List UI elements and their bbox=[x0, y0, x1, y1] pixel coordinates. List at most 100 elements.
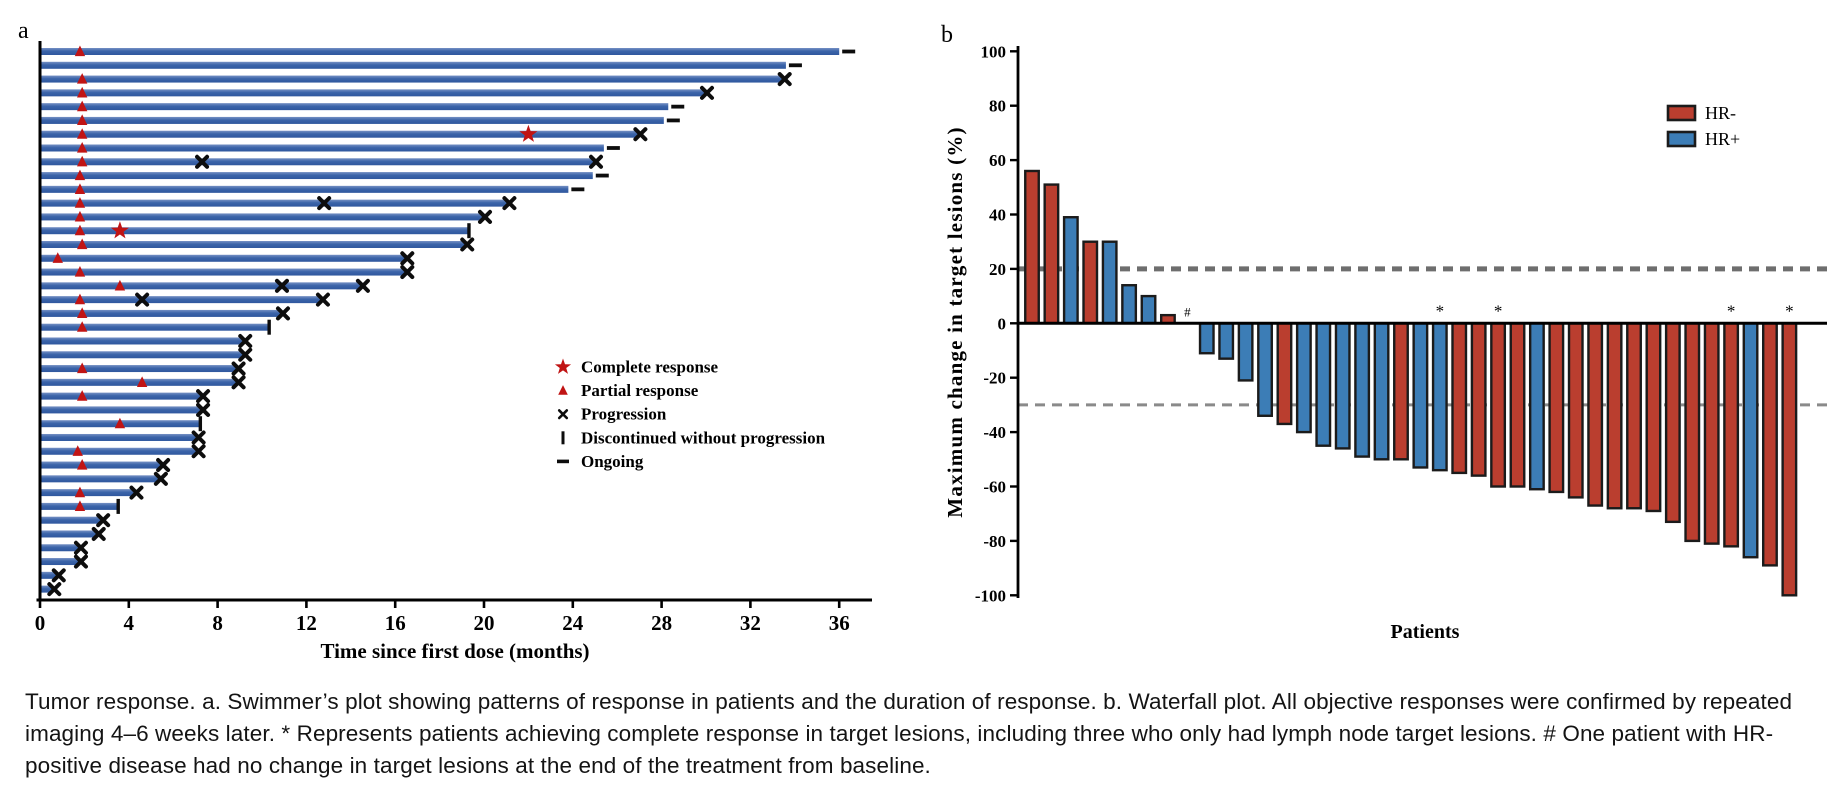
waterfall-bar bbox=[1626, 322, 1642, 510]
ongoing-marker bbox=[595, 173, 609, 178]
complete-response-annotation: * bbox=[1436, 301, 1445, 320]
partial-response-marker bbox=[76, 100, 88, 112]
partial-response-marker bbox=[76, 362, 88, 374]
y-tick-label: 60 bbox=[989, 151, 1006, 170]
partial-response-marker bbox=[76, 238, 88, 250]
waterfall-bar bbox=[1509, 322, 1526, 488]
swimmer-bar bbox=[40, 309, 282, 317]
swimmer-bar bbox=[40, 227, 469, 235]
swimmer-bar bbox=[40, 254, 407, 262]
partial-response-marker bbox=[74, 183, 86, 194]
swimmer-axes: 0 4 8 12 16 20 24 28 32 36 Time since first dose (… bbox=[35, 41, 872, 663]
waterfall-bar bbox=[1451, 322, 1468, 475]
x-axis-title: Patients bbox=[1391, 621, 1460, 643]
waterfall-bar bbox=[1684, 322, 1701, 543]
x-tick-label: 20 bbox=[474, 611, 495, 635]
waterfall-bar bbox=[1567, 322, 1584, 499]
swimmer-bar bbox=[40, 103, 669, 111]
swimmer-bar bbox=[40, 365, 238, 373]
swimmer-bar bbox=[40, 75, 784, 83]
swimmer-bar bbox=[40, 296, 322, 304]
partial-response-marker bbox=[76, 155, 88, 167]
partial-response-marker bbox=[76, 141, 88, 153]
waterfall-bar bbox=[1587, 322, 1604, 507]
swimmer-bar bbox=[40, 337, 245, 345]
swimmer-markers bbox=[47, 45, 856, 597]
legend-label: Discontinued without progression bbox=[581, 428, 826, 447]
partial-response-marker bbox=[136, 376, 148, 387]
legend-label: HR- bbox=[1705, 103, 1736, 123]
y-tick-label: -20 bbox=[983, 369, 1006, 388]
partial-response-marker bbox=[76, 390, 88, 401]
waterfall-bar bbox=[1276, 322, 1293, 426]
swimmer-bar bbox=[40, 213, 484, 221]
swimmer-bar bbox=[40, 475, 160, 483]
ongoing-marker bbox=[842, 49, 856, 54]
partial-response-marker bbox=[74, 266, 86, 277]
partial-response-marker bbox=[76, 459, 88, 470]
complete-response-annotation: * bbox=[1785, 301, 1794, 320]
partial-response-marker bbox=[74, 293, 86, 305]
legend-swatch bbox=[1666, 104, 1697, 122]
swimmer-bar bbox=[40, 530, 98, 538]
swimmer-bar bbox=[40, 199, 509, 207]
partial-response-marker bbox=[74, 197, 86, 208]
partial-response-marker bbox=[76, 321, 88, 332]
panel-a-label: a bbox=[18, 18, 29, 44]
bar-annotations: # * * * * bbox=[1184, 301, 1794, 320]
waterfall-bar bbox=[1742, 322, 1759, 559]
legend-label: Partial response bbox=[581, 381, 699, 400]
swimmer-bar bbox=[40, 558, 80, 566]
swimmer-bar bbox=[40, 447, 198, 455]
partial-response-marker bbox=[76, 128, 88, 139]
partial-response-marker bbox=[76, 86, 88, 98]
waterfall-bar bbox=[1548, 322, 1565, 494]
complete-response-annotation: * bbox=[1727, 301, 1736, 320]
ongoing-marker bbox=[666, 118, 680, 123]
swimmer-bar bbox=[40, 392, 203, 400]
x-tick-label: 12 bbox=[296, 611, 317, 635]
partial-response-marker bbox=[74, 500, 86, 512]
swimmer-bar bbox=[40, 461, 163, 469]
panel-b-label: b bbox=[941, 22, 953, 48]
waterfall-bar bbox=[1295, 322, 1312, 434]
partial-response-marker bbox=[76, 73, 88, 84]
waterfall-bar bbox=[1043, 183, 1060, 325]
complete-response-marker bbox=[110, 221, 129, 239]
ongoing-marker bbox=[606, 146, 620, 150]
y-tick-label: -60 bbox=[983, 478, 1006, 497]
ongoing-marker bbox=[671, 104, 685, 109]
x-tick-label: 4 bbox=[124, 611, 135, 635]
waterfall-bar bbox=[1703, 322, 1720, 545]
waterfall-bar bbox=[1490, 322, 1507, 488]
swimmer-bar bbox=[40, 489, 136, 497]
waterfall-bar bbox=[1373, 322, 1390, 461]
swimmer-bar bbox=[40, 240, 467, 248]
swimmer-bar bbox=[40, 282, 362, 290]
complete-response-annotation: * bbox=[1494, 301, 1503, 320]
partial-response-marker bbox=[74, 210, 86, 222]
legend-swatch bbox=[1666, 130, 1697, 148]
x-tick-label: 28 bbox=[651, 611, 672, 635]
x-tick-label: 16 bbox=[385, 611, 406, 635]
waterfall-bar bbox=[1645, 322, 1662, 513]
waterfall-bar bbox=[1393, 322, 1409, 461]
y-tick-label: -80 bbox=[983, 532, 1006, 551]
partial-response-marker bbox=[114, 279, 126, 291]
waterfall-axes: 100 80 60 40 20 0 -20 -40 -60 -80 -100 bbox=[975, 42, 1827, 605]
partial-response-marker bbox=[74, 224, 86, 236]
waterfall-bar bbox=[1237, 322, 1254, 382]
discontinued-marker bbox=[198, 416, 203, 432]
figure-caption: Tumor response. a. Swimmer’s plot showin… bbox=[25, 689, 1793, 779]
swimmer-bar bbox=[40, 378, 238, 386]
ongoing-marker bbox=[788, 63, 802, 68]
waterfall-bar bbox=[1315, 322, 1332, 447]
waterfall-bar bbox=[1062, 216, 1079, 325]
y-tick-label: -40 bbox=[983, 423, 1006, 442]
waterfall-bar bbox=[1470, 322, 1487, 477]
y-tick-label: -100 bbox=[975, 586, 1006, 605]
waterfall-bar bbox=[1431, 322, 1448, 472]
waterfall-bar bbox=[1334, 322, 1351, 450]
waterfall-bar bbox=[1723, 322, 1740, 548]
swimmer-legend: Complete response Partial response Progres… bbox=[554, 358, 826, 471]
